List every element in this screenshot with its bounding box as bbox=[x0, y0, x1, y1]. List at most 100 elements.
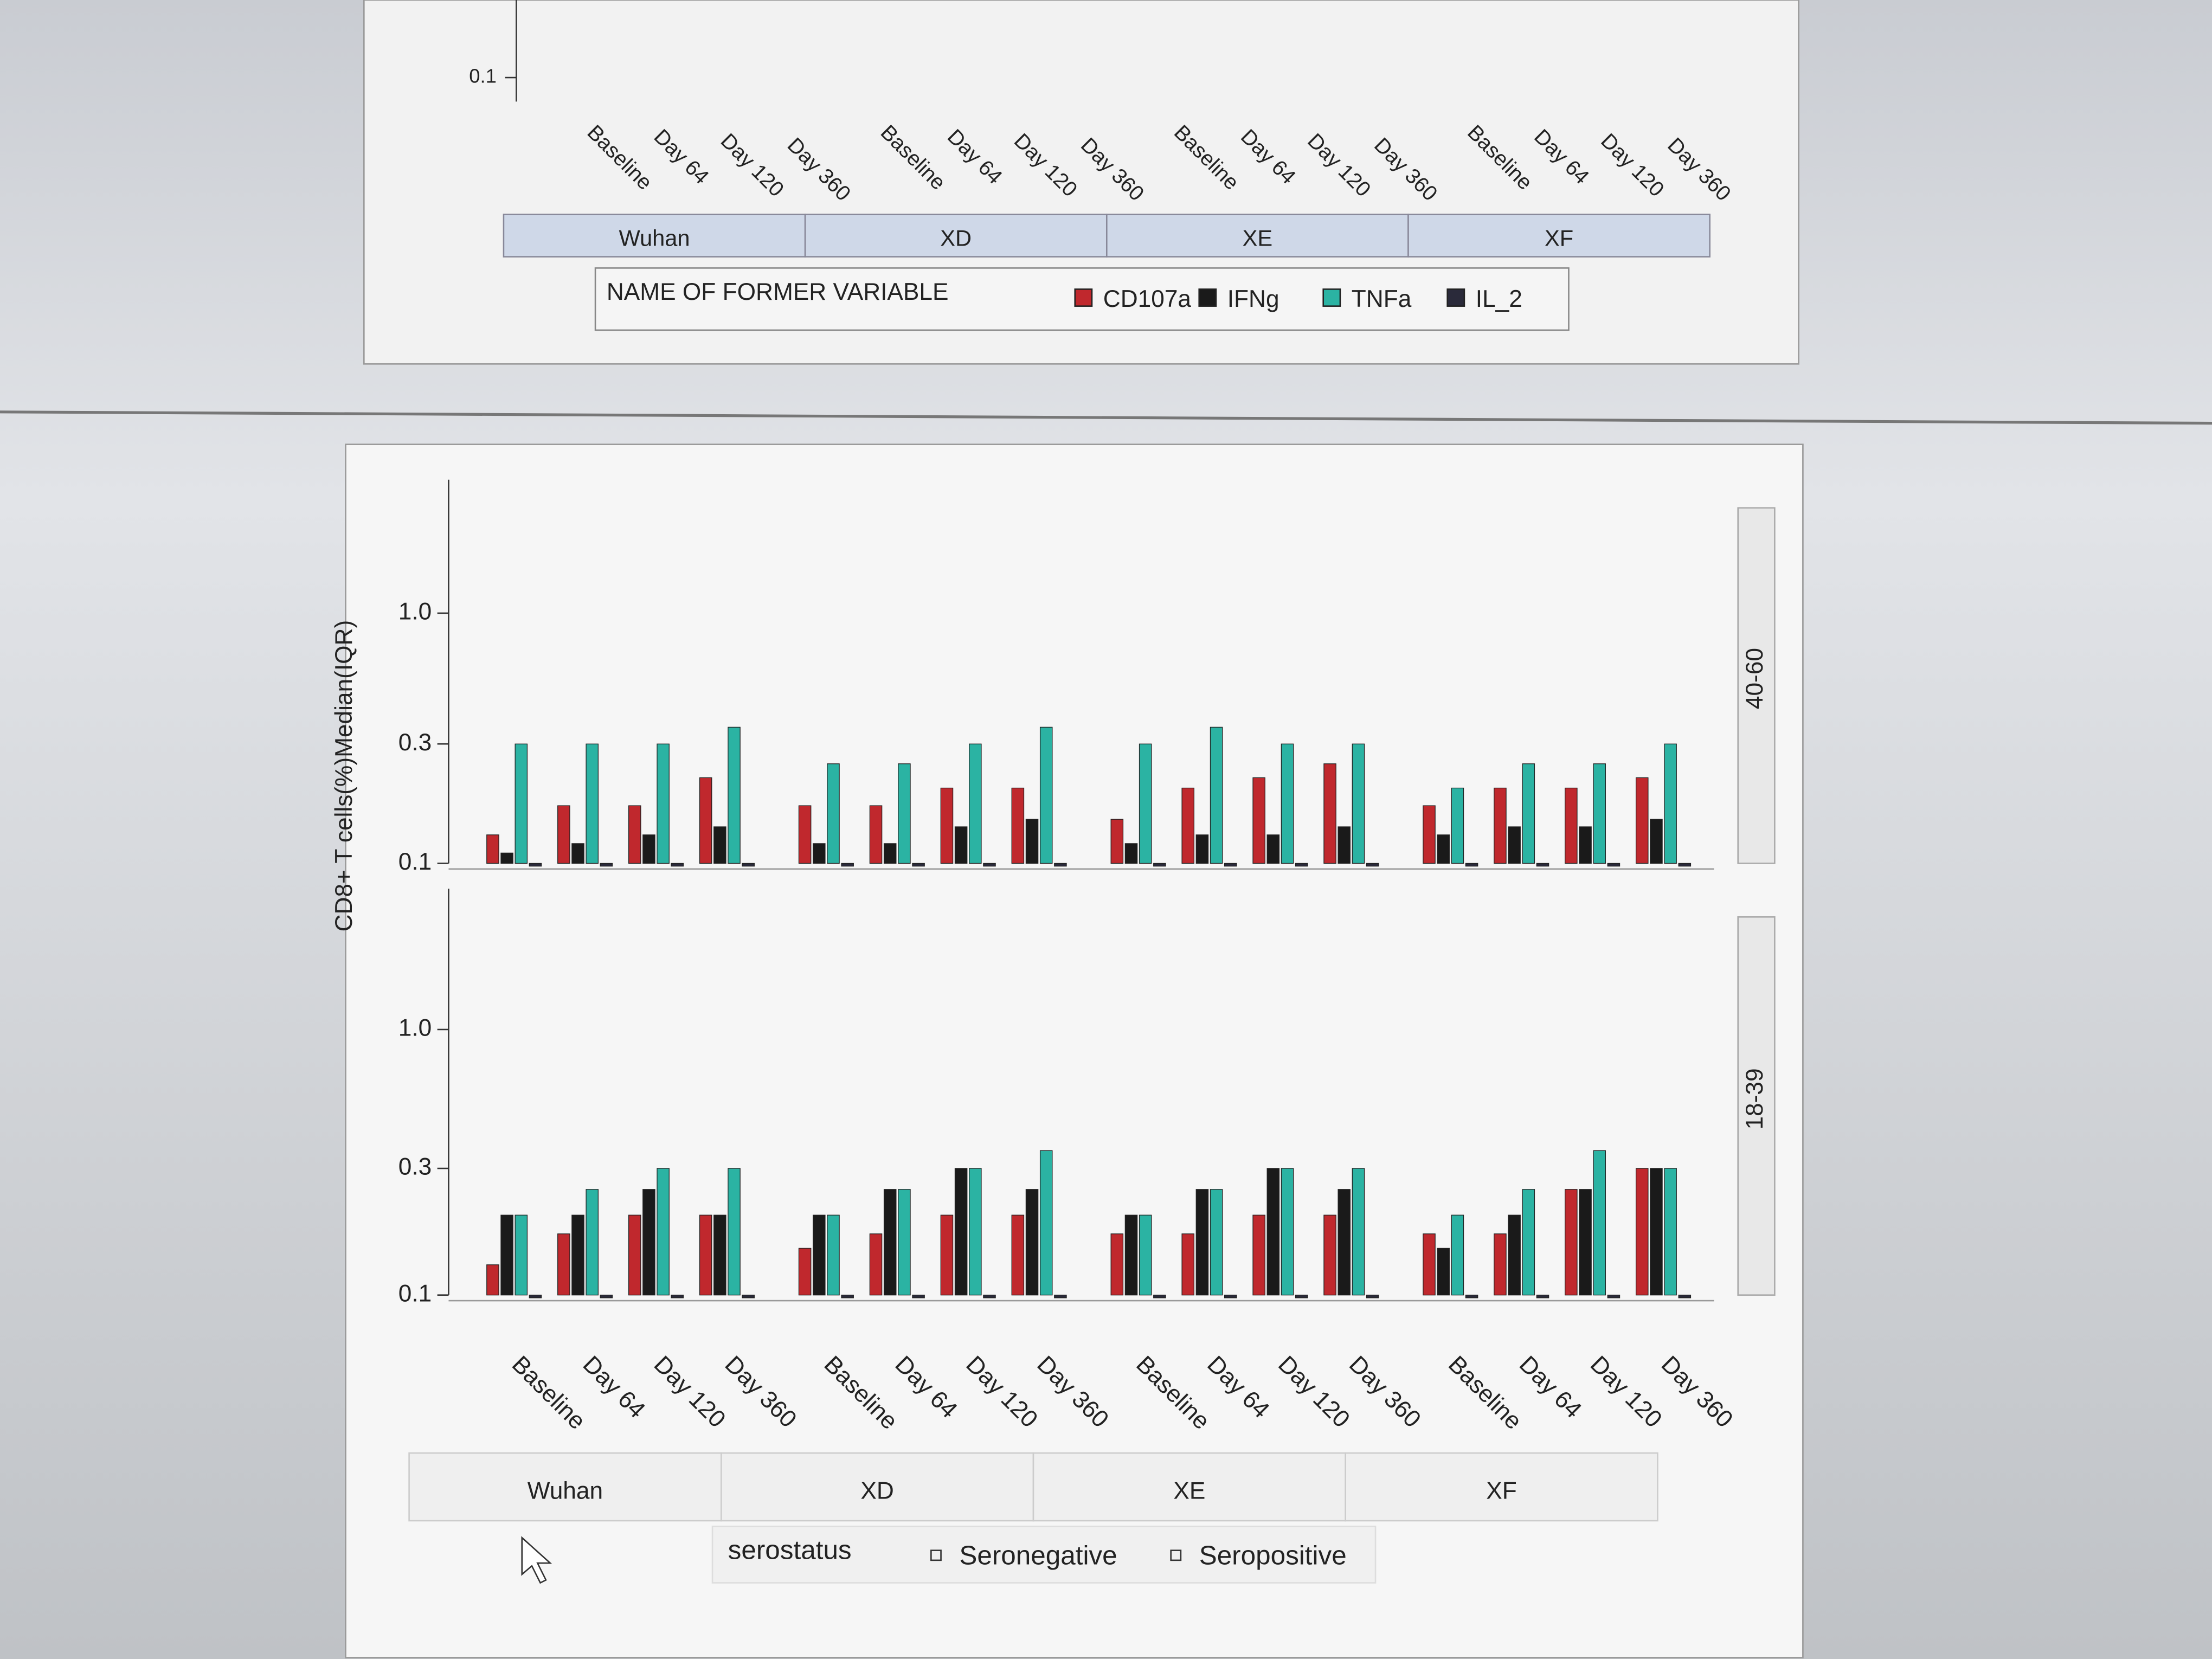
median-bar bbox=[1025, 819, 1039, 864]
mouse-cursor bbox=[521, 1536, 552, 1584]
median-bar bbox=[912, 863, 925, 867]
median-bar bbox=[1011, 787, 1025, 864]
median-bar bbox=[571, 1214, 584, 1296]
median-bar bbox=[1039, 726, 1053, 864]
median-bar bbox=[699, 1214, 712, 1296]
median-bar bbox=[1352, 1168, 1365, 1296]
median-bar bbox=[1110, 1233, 1124, 1296]
median-bar bbox=[1054, 1295, 1067, 1298]
top-group-strip bbox=[804, 214, 1108, 258]
y-tick-label: 1.0 bbox=[398, 599, 432, 625]
median-bar bbox=[1139, 743, 1152, 864]
median-bar bbox=[500, 852, 513, 864]
median-bar bbox=[671, 863, 684, 867]
top-y-tick-label: 0.1 bbox=[469, 65, 497, 87]
median-bar bbox=[1352, 743, 1365, 864]
median-bar bbox=[1508, 826, 1521, 864]
divider bbox=[0, 410, 2212, 425]
median-bar bbox=[1635, 777, 1649, 864]
median-bar bbox=[883, 843, 897, 864]
median-bar bbox=[657, 1168, 670, 1296]
median-bar bbox=[1579, 826, 1592, 864]
median-bar bbox=[1011, 1214, 1025, 1296]
median-bar bbox=[500, 1214, 513, 1296]
median-bar bbox=[1664, 1168, 1677, 1296]
median-bar bbox=[940, 787, 954, 864]
median-bar bbox=[557, 1233, 570, 1296]
median-bar bbox=[1635, 1168, 1649, 1296]
median-bar bbox=[1323, 1214, 1336, 1296]
median-bar bbox=[798, 1248, 812, 1296]
legend-swatch bbox=[1074, 288, 1093, 307]
top-group-label: XF bbox=[1545, 225, 1573, 250]
top-group-strip bbox=[1106, 214, 1409, 258]
median-bar bbox=[1153, 863, 1166, 867]
y-tick-label: 0.1 bbox=[398, 848, 432, 875]
median-bar bbox=[912, 1295, 925, 1298]
median-bar bbox=[1536, 1295, 1549, 1298]
median-bar bbox=[983, 863, 996, 867]
median-bar bbox=[1437, 834, 1450, 864]
legend-entry: CD107a bbox=[1103, 286, 1192, 312]
group-strip bbox=[1345, 1452, 1658, 1522]
sero-legend-entry: Seronegative bbox=[959, 1541, 1117, 1571]
median-bar bbox=[869, 805, 883, 864]
median-bar bbox=[1522, 763, 1535, 864]
median-bar bbox=[571, 843, 584, 864]
median-bar bbox=[841, 1295, 854, 1298]
median-bar bbox=[1210, 726, 1223, 864]
group-label: XD bbox=[860, 1478, 893, 1504]
median-bar bbox=[1181, 1233, 1195, 1296]
median-bar bbox=[1224, 1295, 1237, 1298]
median-bar bbox=[841, 863, 854, 867]
median-bar bbox=[1607, 863, 1621, 867]
median-bar bbox=[898, 763, 911, 864]
group-strip bbox=[1032, 1452, 1346, 1522]
row-strip bbox=[1737, 916, 1776, 1296]
median-bar bbox=[1650, 1168, 1663, 1296]
median-bar bbox=[1025, 1189, 1039, 1296]
sero-legend-box bbox=[711, 1526, 1377, 1584]
median-bar bbox=[713, 826, 726, 864]
median-bar bbox=[486, 834, 499, 864]
sero-swatch bbox=[930, 1549, 942, 1561]
median-bar bbox=[1039, 1150, 1053, 1296]
median-bar bbox=[1195, 1189, 1209, 1296]
y-tick-label: 0.3 bbox=[398, 729, 432, 756]
median-bar bbox=[954, 1168, 968, 1296]
median-bar bbox=[586, 1189, 599, 1296]
median-bar bbox=[1110, 819, 1124, 864]
median-bar bbox=[742, 863, 755, 867]
sero-swatch bbox=[1170, 1549, 1182, 1561]
median-bar bbox=[1124, 1214, 1138, 1296]
median-bar bbox=[529, 863, 542, 867]
row-strip bbox=[1737, 507, 1776, 864]
median-bar bbox=[813, 843, 826, 864]
legend-entry: IL_2 bbox=[1476, 286, 1522, 312]
median-bar bbox=[1224, 863, 1237, 867]
median-bar bbox=[1664, 743, 1677, 864]
median-bar bbox=[1494, 1233, 1507, 1296]
median-bar bbox=[898, 1189, 911, 1296]
y-tick-label: 0.3 bbox=[398, 1154, 432, 1180]
top-group-strip bbox=[1407, 214, 1711, 258]
median-bar bbox=[1423, 1233, 1436, 1296]
y-tick-label: 1.0 bbox=[398, 1015, 432, 1041]
median-bar bbox=[1124, 843, 1138, 864]
median-bar bbox=[1494, 787, 1507, 864]
sero-legend-title: serostatus bbox=[728, 1535, 852, 1565]
median-bar bbox=[954, 826, 968, 864]
median-bar bbox=[1451, 1214, 1464, 1296]
median-bar bbox=[1465, 863, 1478, 867]
median-bar bbox=[628, 1214, 641, 1296]
median-bar bbox=[969, 1168, 982, 1296]
top-group-label: XD bbox=[940, 225, 972, 250]
median-bar bbox=[1266, 834, 1280, 864]
median-bar bbox=[1678, 1295, 1692, 1298]
median-bar bbox=[1522, 1189, 1535, 1296]
median-bar bbox=[1366, 1295, 1379, 1298]
legend-swatch bbox=[1198, 288, 1217, 307]
legend-swatch bbox=[1322, 288, 1341, 307]
top-group-label: Wuhan bbox=[619, 225, 690, 250]
